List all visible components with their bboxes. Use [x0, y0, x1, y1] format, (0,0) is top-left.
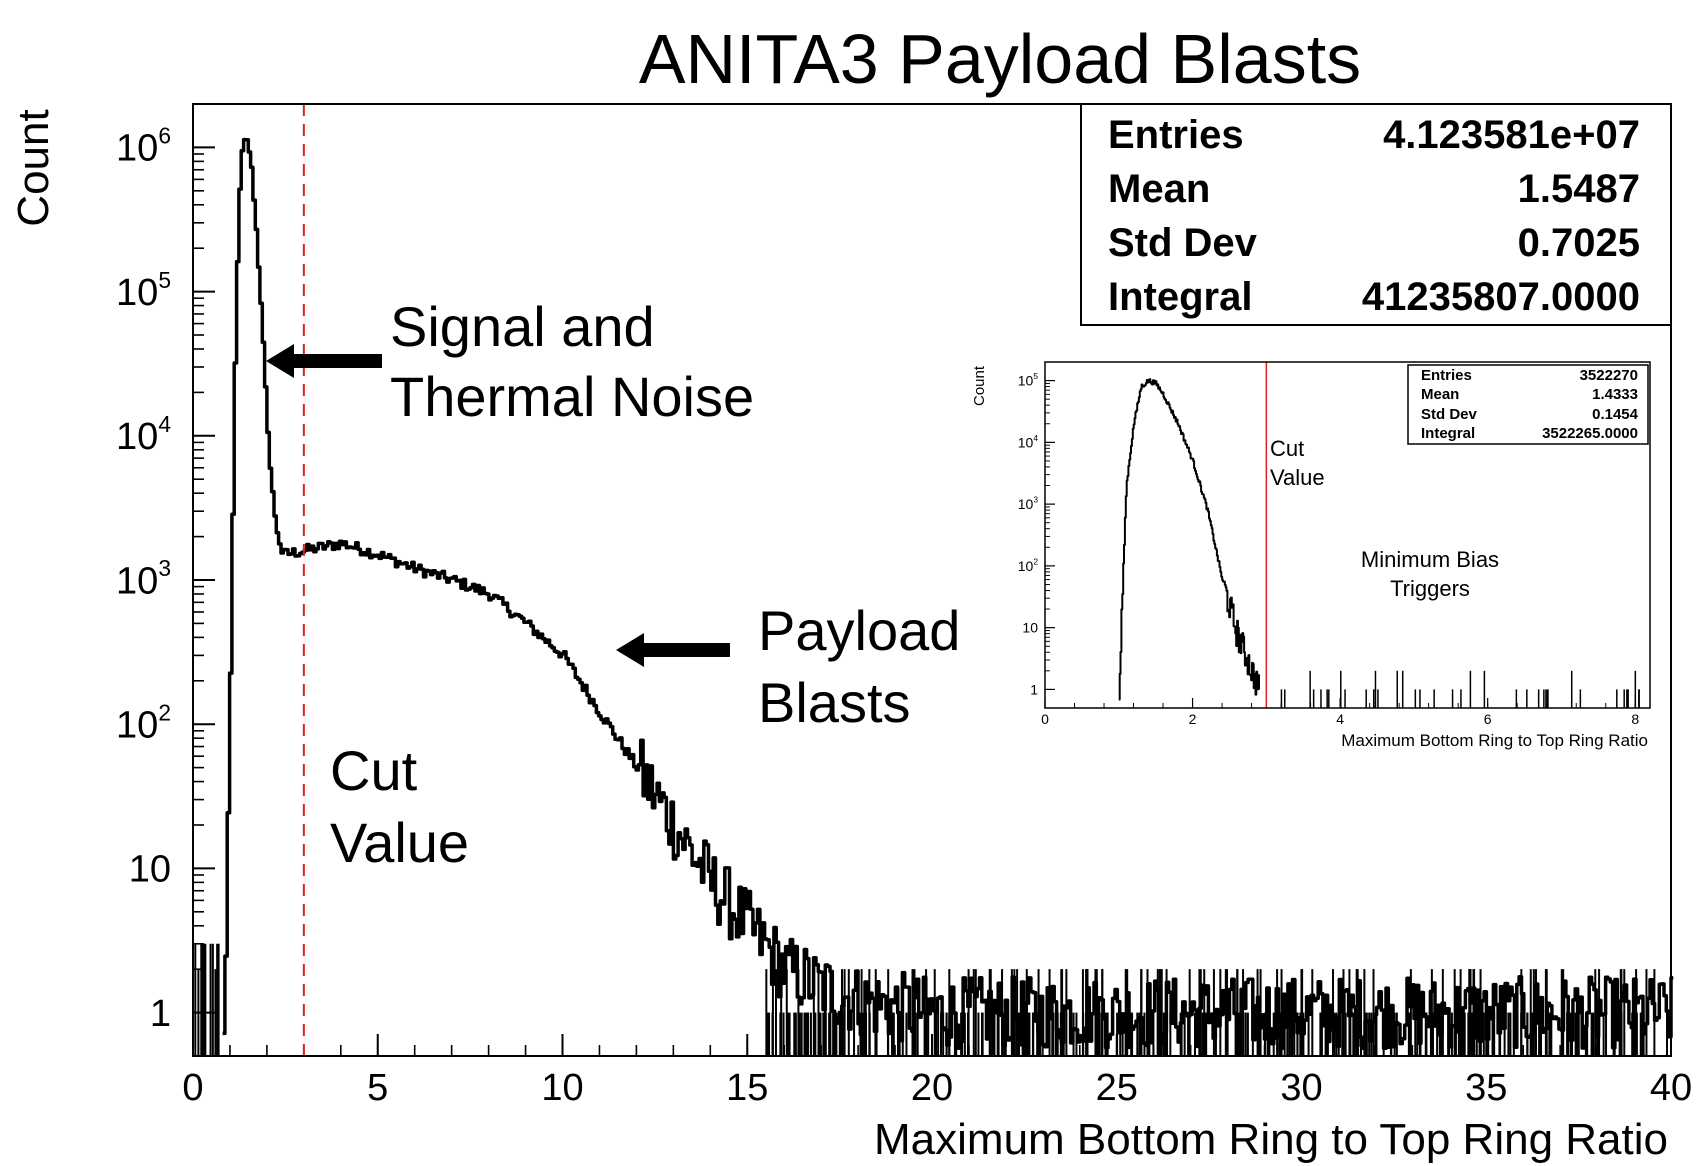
x-tick-label: 20: [911, 1067, 953, 1109]
main-stats-label: Integral: [1108, 275, 1252, 319]
y-tick-label: 102: [1018, 556, 1039, 573]
x-tick-label: 0: [1041, 711, 1049, 727]
arrow-signal-icon: [266, 344, 382, 378]
main-y-tick-labels: 1 10 102 103 104 105 106: [116, 123, 171, 1035]
annotation-signal-line2: Thermal Noise: [390, 365, 754, 428]
inset-stats-box: Entries 3522270 Mean 1.4333 Std Dev 0.14…: [1407, 364, 1649, 445]
annotation-payload-line1: Payload: [758, 599, 960, 662]
arrow-payload-icon: [616, 633, 730, 667]
inset-annotation-cut-line2: Value: [1270, 465, 1325, 490]
y-tick-label: 103: [116, 555, 171, 602]
x-tick-label: 30: [1280, 1067, 1322, 1109]
inset-x-tick-labels: 0 2 4 6 8: [1041, 711, 1639, 727]
x-tick-label: 40: [1650, 1067, 1692, 1109]
main-stats-label: Mean: [1108, 167, 1210, 211]
main-chart-title: ANITA3 Payload Blasts: [639, 20, 1361, 98]
inset-stats-value: 3522270: [1580, 367, 1638, 384]
inset-y-axis-label: Count: [971, 365, 988, 406]
main-stats-value: 41235807.0000: [1362, 275, 1640, 319]
inset-x-axis-label: Maximum Bottom Ring to Top Ring Ratio: [1341, 731, 1648, 750]
y-tick-label: 1: [1030, 681, 1038, 697]
x-tick-label: 8: [1631, 711, 1639, 727]
main-stats-label: Std Dev: [1108, 221, 1258, 265]
x-tick-label: 5: [367, 1067, 388, 1109]
y-tick-label: 10: [1022, 620, 1038, 636]
inset-stats-label: Entries: [1421, 367, 1472, 384]
annotation-cut-line2: Value: [330, 811, 469, 874]
main-stats-value: 4.123581e+07: [1383, 113, 1640, 157]
x-tick-label: 10: [541, 1067, 583, 1109]
y-tick-label: 106: [116, 123, 171, 170]
main-stats-box: Entries 4.123581e+07 Mean 1.5487 Std Dev…: [1080, 103, 1672, 326]
main-x-axis-label: Maximum Bottom Ring to Top Ring Ratio: [874, 1115, 1668, 1164]
main-y-axis-label: Count: [9, 109, 58, 226]
y-tick-label: 104: [116, 411, 171, 458]
x-tick-label: 0: [182, 1067, 203, 1109]
inset-chart: 1 10 102 103 104 105 0 2 4 6 8 Maximum Bottom Rin…: [971, 361, 1651, 750]
inset-stats-value: 1.4333: [1592, 386, 1638, 403]
x-tick-label: 2: [1189, 711, 1197, 727]
x-tick-label: 4: [1336, 711, 1344, 727]
inset-stats-label: Integral: [1421, 425, 1475, 442]
annotation-payload-line2: Blasts: [758, 671, 911, 734]
annotation-signal-line1: Signal and: [390, 295, 655, 358]
inset-stats-label: Mean: [1421, 386, 1459, 403]
x-tick-label: 15: [726, 1067, 768, 1109]
x-tick-label: 35: [1465, 1067, 1507, 1109]
y-tick-label: 103: [1018, 495, 1039, 512]
main-stats-value: 0.7025: [1518, 221, 1640, 265]
y-tick-label: 105: [116, 267, 171, 314]
inset-histogram-fluctuations: [1280, 670, 1640, 708]
x-tick-label: 25: [1096, 1067, 1138, 1109]
y-tick-label: 104: [1018, 433, 1039, 450]
main-stats-label: Entries: [1108, 113, 1244, 157]
inset-annotation-cut-line1: Cut: [1270, 436, 1304, 461]
y-tick-label: 1: [150, 993, 171, 1035]
y-tick-label: 10: [129, 849, 171, 891]
main-x-tick-labels: 0 5 10 15 20 25 30 35 40: [182, 1067, 1692, 1109]
annotation-cut-line1: Cut: [330, 739, 418, 802]
y-tick-label: 105: [1018, 371, 1039, 388]
main-plot-frame: [192, 103, 1672, 1057]
inset-stats-value: 3522265.0000: [1542, 425, 1638, 442]
main-stats-value: 1.5487: [1518, 167, 1640, 211]
y-tick-label: 102: [116, 699, 171, 746]
main-histogram-fluctuations: [194, 943, 1669, 1056]
inset-annotation-minbias-line1: Minimum Bias: [1361, 547, 1499, 572]
x-tick-label: 6: [1484, 711, 1492, 727]
inset-annotation-minbias-line2: Triggers: [1390, 576, 1470, 601]
inset-histogram-series: [1118, 378, 1260, 701]
inset-plot-frame: [1044, 361, 1651, 709]
inset-y-tick-labels: 1 10 102 103 104 105: [1018, 371, 1039, 697]
inset-stats-value: 0.1454: [1592, 406, 1639, 423]
inset-stats-label: Std Dev: [1421, 406, 1478, 423]
